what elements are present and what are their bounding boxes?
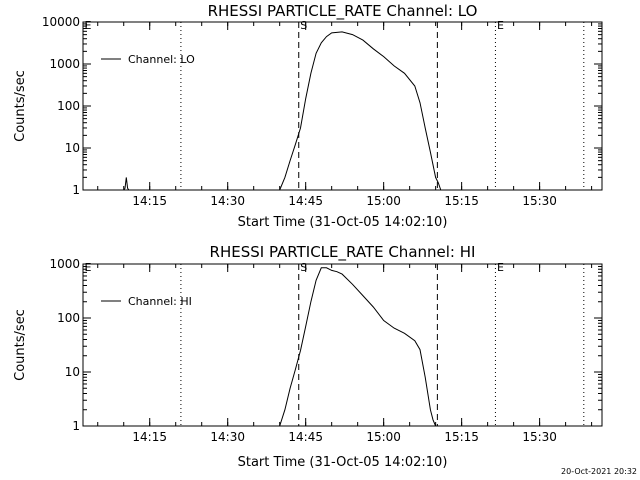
- chart-panel-2: RHESSI PARTICLE_RATE Channel: HI Start Ti…: [13, 243, 603, 470]
- x-tick-label: 14:15: [132, 430, 167, 444]
- legend-label: Channel: HI: [128, 295, 192, 308]
- series-line: [279, 267, 437, 427]
- x-tick-label: 14:30: [210, 430, 245, 444]
- y-tick-label: 100: [57, 99, 80, 113]
- x-tick-label: 15:30: [522, 194, 557, 208]
- y-tick-label: 10: [65, 141, 80, 155]
- legend-label: Channel: LO: [128, 53, 195, 66]
- x-tick-label: 14:30: [210, 194, 245, 208]
- x-tick-label: 14:45: [288, 430, 323, 444]
- y-axis-label: Counts/sec: [13, 309, 28, 381]
- x-tick-label: 14:15: [132, 194, 167, 208]
- x-tick-label: 15:15: [444, 194, 479, 208]
- y-tick-label: 1: [72, 419, 80, 433]
- x-tick-label: 15:00: [366, 430, 401, 444]
- chart-title: RHESSI PARTICLE_RATE Channel: HI: [210, 243, 476, 262]
- y-tick-label: 1000: [49, 257, 80, 271]
- x-tick-label: 15:00: [366, 194, 401, 208]
- event-letter-marker: E: [497, 19, 504, 32]
- y-tick-label: 100: [57, 311, 80, 325]
- plot-frame: [82, 21, 603, 191]
- x-axis-label: Start Time (31-Oct-05 14:02:10): [238, 455, 448, 470]
- x-axis-label: Start Time (31-Oct-05 14:02:10): [238, 215, 448, 230]
- chart-title: RHESSI PARTICLE_RATE Channel: LO: [208, 2, 478, 21]
- y-tick-label: 10000: [42, 15, 80, 29]
- y-tick-label: 1000: [49, 57, 80, 71]
- chart-panel-1: RHESSI PARTICLE_RATE Channel: LO Start Ti…: [13, 2, 603, 230]
- x-tick-label: 15:30: [522, 430, 557, 444]
- y-tick-label: 1: [72, 183, 80, 197]
- plot-frame: [82, 263, 603, 427]
- footer-timestamp: 20-Oct-2021 20:32: [561, 467, 637, 476]
- event-letter-marker: E: [497, 261, 504, 274]
- event-letter-marker: S: [300, 261, 307, 274]
- y-axis-label: Counts/sec: [13, 70, 28, 142]
- y-tick-label: 10: [65, 365, 80, 379]
- event-letter-marker: E: [85, 261, 92, 274]
- event-letter-marker: E: [85, 19, 92, 32]
- x-tick-label: 14:45: [288, 194, 323, 208]
- x-tick-label: 15:15: [444, 430, 479, 444]
- event-letter-marker: S: [300, 19, 307, 32]
- series-line: [123, 31, 442, 191]
